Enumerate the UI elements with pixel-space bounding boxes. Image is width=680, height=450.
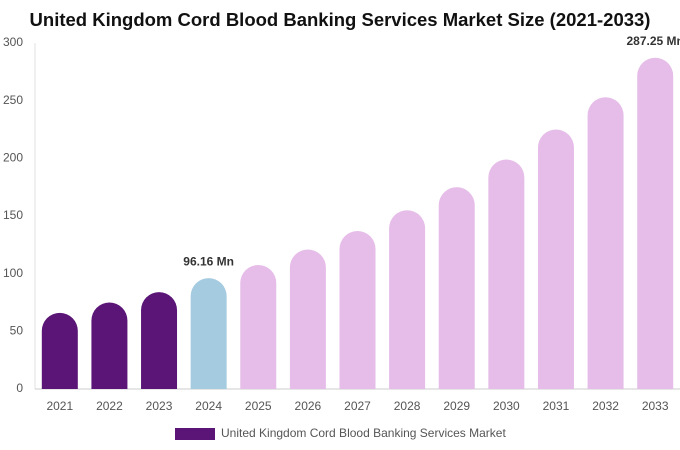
x-tick-label: 2025	[245, 399, 272, 413]
y-tick-label: 0	[16, 381, 23, 395]
bar	[587, 97, 624, 389]
y-tick-label: 200	[3, 151, 23, 165]
x-tick-label: 2024	[195, 399, 222, 413]
legend-swatch	[175, 428, 215, 440]
y-tick-label: 300	[3, 35, 23, 49]
bar	[389, 210, 426, 389]
bar	[339, 230, 376, 389]
chart-title: United Kingdom Cord Blood Banking Servic…	[30, 9, 651, 30]
y-tick-label: 50	[10, 324, 24, 338]
bar	[240, 265, 277, 389]
bar	[637, 57, 674, 389]
bar	[91, 302, 128, 389]
x-tick-label: 2030	[493, 399, 520, 413]
x-tick-label: 2022	[96, 399, 123, 413]
bar	[190, 278, 227, 389]
x-tick-label: 2032	[592, 399, 619, 413]
x-tick-label: 2033	[642, 399, 669, 413]
x-tick-label: 2026	[295, 399, 322, 413]
x-tick-label: 2027	[344, 399, 371, 413]
legend-label: United Kingdom Cord Blood Banking Servic…	[221, 426, 506, 440]
bar	[488, 159, 525, 389]
bar	[537, 129, 574, 389]
y-tick-label: 100	[3, 266, 23, 280]
x-tick-label: 2031	[543, 399, 570, 413]
bar	[141, 292, 178, 389]
value-label: 96.16 Mn	[183, 254, 234, 268]
value-label: 287.25 Mn	[627, 34, 680, 48]
x-tick-label: 2021	[46, 399, 73, 413]
y-tick-label: 250	[3, 93, 23, 107]
bar	[438, 187, 475, 389]
bar	[41, 312, 78, 389]
x-tick-label: 2029	[443, 399, 470, 413]
bar	[289, 249, 326, 389]
y-tick-label: 150	[3, 208, 23, 222]
x-tick-label: 2028	[394, 399, 421, 413]
x-tick-label: 2023	[146, 399, 173, 413]
